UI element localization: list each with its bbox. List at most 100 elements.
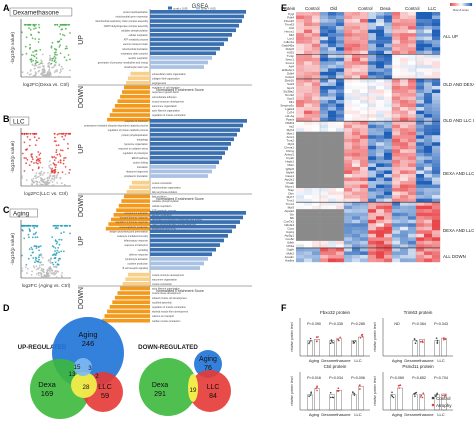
heatmap-cell [344,251,353,256]
heatmap-cell [328,107,337,111]
heatmap-cell [336,152,345,157]
heatmap-cell [328,170,337,175]
volcano-point [34,38,37,40]
heatmap-cell [400,198,409,203]
volcano-xlabel: log2FC(LLC vs. Ctrl) [24,191,68,197]
heatmap-cell [432,209,441,213]
heatmap-cell [400,71,409,76]
gsea-term: antigen processing and presentation [109,230,148,233]
volcano-point [47,259,50,261]
gsea-term: cell killing [138,249,149,252]
volcano-point [63,157,65,160]
dotplot-point [444,395,446,397]
heatmap-cell [392,216,401,220]
heatmap-cell [312,131,321,136]
heatmap-cell [312,103,321,108]
venn-up-intersection: 15 [74,364,81,371]
heatmap-row-label: Cebpd [285,75,294,79]
heatmap-cell [320,212,329,217]
dotplot-bar [419,339,425,357]
heatmap-cell [384,170,393,175]
volcano-point [59,71,61,74]
heatmap-cell [368,212,377,217]
heatmap-cell [392,68,401,73]
volcano-point [55,242,58,245]
heatmap-row-label: Myh4 [287,128,295,132]
gsea-down-bar [109,305,150,309]
dotplot-group-label: Aging [309,358,319,363]
heatmap: Protein Control Old Control Dexa Control LLC Ro… [280,3,474,262]
colorkey-cell [458,3,460,6]
heatmap-cell [392,103,401,108]
heatmap-cell [368,117,377,122]
dotplot-point [309,337,312,340]
heatmap-cell [336,12,345,16]
heatmap-cell [424,26,433,30]
heatmap-column-header: Dexa [380,6,391,11]
heatmap-cell [304,107,313,111]
heatmap-cell [424,19,433,23]
dotplot-point [420,340,422,343]
heatmap-cell [408,78,417,83]
heatmap-cell [296,145,305,150]
heatmap-cell [336,29,345,34]
heatmap-cell [336,121,345,125]
heatmap-cell [312,40,321,44]
volcano-point [41,256,44,259]
heatmap-cell [352,251,361,256]
dotplot-bar [307,340,313,357]
heatmap-cell [320,233,329,238]
heatmap-cell [376,233,385,238]
volcano-point [58,75,60,78]
heatmap-cell [328,198,337,203]
volcano-point [65,45,68,48]
volcano-point [32,54,35,57]
heatmap-cell [320,230,329,235]
heatmap-cell [424,40,433,44]
heatmap-cell [400,50,409,55]
heatmap-cell [336,181,345,185]
volcano-point [27,224,30,227]
heatmap-cell [320,92,329,97]
volcano-point [54,64,57,67]
heatmap-cell [368,181,377,185]
heatmap-cell [328,251,337,256]
volcano-point [30,73,32,75]
heatmap-cell [312,191,321,196]
volcano-point [50,46,53,49]
dotplot-bar [419,394,425,411]
heatmap-cell [352,163,361,168]
volcano-point [54,250,56,253]
heatmap-cell [328,100,337,104]
heatmap-cell [432,36,441,41]
heatmap-cell [424,57,433,62]
heatmap-cell [416,124,425,129]
heatmap-cell [328,57,337,62]
volcano-point [29,23,32,26]
heatmap-cell [312,233,321,238]
heatmap-row-label: Idh3a [286,244,294,248]
volcano-point [68,132,71,135]
volcano-point [38,75,40,78]
heatmap-cell [408,237,417,242]
heatmap-row-label: Ctsl [289,26,295,30]
heatmap-cell [376,138,385,143]
heatmap-cell [376,209,385,213]
heatmap-cell [344,26,353,30]
gsea-up-bar [150,19,242,23]
heatmap-cell [424,152,433,157]
dotplot-point [332,342,334,344]
gsea-term: collagen fibril organization [152,77,180,80]
gsea-up-bar [150,211,246,215]
heatmap-cell [400,82,409,87]
volcano-point [35,177,37,180]
volcano-point [38,38,40,40]
heatmap-cell [392,244,401,249]
volcano-point [54,140,57,143]
heatmap-cell [392,43,401,48]
gsea-xlabel: Normalized Enrichment Score [156,197,204,201]
heatmap-cell [352,100,361,104]
dotplot-point [436,342,439,344]
dotplot-point [391,391,393,394]
heatmap-cell [296,163,305,168]
